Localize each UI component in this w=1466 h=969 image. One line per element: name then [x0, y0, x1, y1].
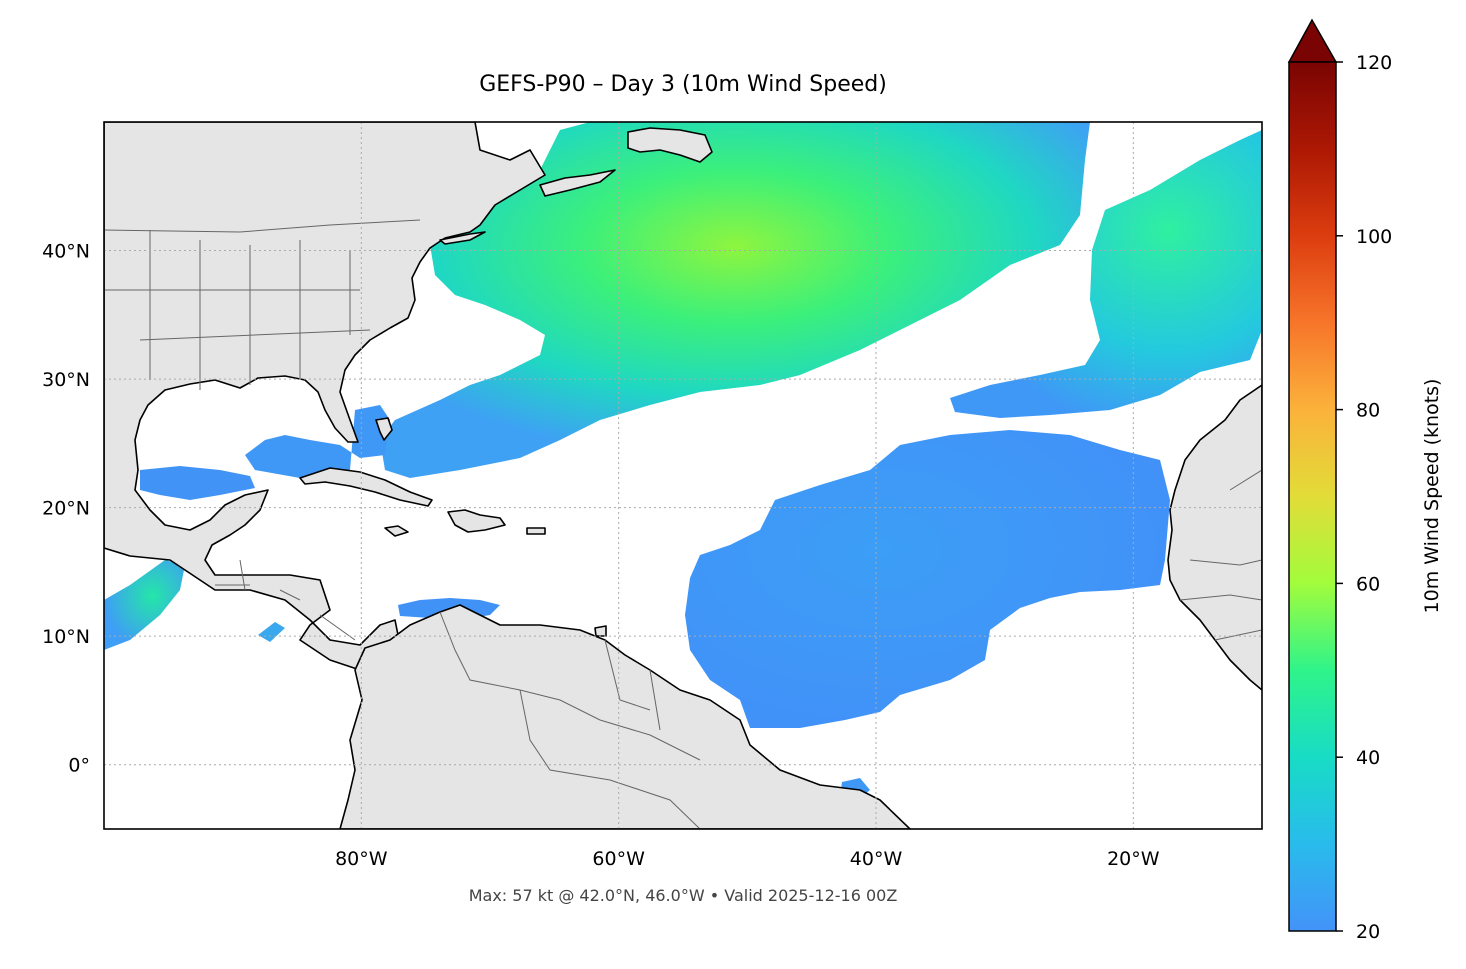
lat-tick-label: 20°N — [42, 498, 90, 520]
map-title: GEFS-P90 – Day 3 (10m Wind Speed) — [479, 72, 887, 97]
lat-tick-label: 0° — [68, 755, 90, 777]
africa — [1167, 384, 1262, 691]
south-america — [339, 604, 911, 829]
longitude-labels: 80°W 60°W 40°W 20°W — [335, 848, 1160, 870]
lat-tick-label: 10°N — [42, 626, 90, 648]
north-america — [104, 122, 546, 671]
bahamas — [375, 417, 393, 441]
colorbar-tick-label: 60 — [1356, 573, 1380, 595]
latitude-labels: 40°N 30°N 20°N 10°N 0° — [42, 241, 90, 777]
colorbar-tick-label: 120 — [1356, 52, 1392, 74]
lat-tick-label: 30°N — [42, 369, 90, 391]
lon-tick-label: 60°W — [592, 848, 645, 870]
colorbar-tick-label: 40 — [1356, 747, 1380, 769]
colorbar-tick-label: 20 — [1356, 921, 1380, 943]
map-frame — [103, 121, 1263, 830]
hispaniola — [447, 509, 506, 533]
wind-field-caribbean-north — [140, 466, 255, 500]
long-island — [439, 231, 486, 245]
colorbar-tick-label: 80 — [1356, 400, 1380, 422]
nova-scotia — [539, 169, 616, 197]
land-layer — [104, 122, 1262, 829]
trinidad — [594, 625, 607, 637]
colorbar: 20 40 60 80 100 120 10m Wind Speed (knots) — [1287, 18, 1443, 943]
colorbar-tick-label: 100 — [1356, 226, 1392, 248]
colorbar-scale — [1288, 61, 1337, 932]
lon-tick-label: 80°W — [335, 848, 388, 870]
wind-field-gulf-stream-south — [245, 405, 390, 480]
footnote: Max: 57 kt @ 42.0°N, 46.0°W • Valid 2025… — [468, 886, 898, 905]
lat-tick-label: 40°N — [42, 241, 90, 263]
gridlines — [104, 122, 1262, 829]
lon-tick-label: 20°W — [1107, 848, 1160, 870]
cuba — [299, 467, 433, 507]
colorbar-extend-arrow — [1287, 18, 1338, 63]
newfoundland — [627, 127, 713, 163]
lon-tick-label: 40°W — [850, 848, 903, 870]
wind-field-north-atlantic — [380, 122, 1090, 478]
wind-field-trade-winds — [685, 430, 1170, 728]
wind-speed-layer — [104, 122, 1262, 800]
wind-field-pacific-small — [258, 622, 285, 642]
wind-field-pacific — [104, 560, 185, 650]
wind-field-eastern-atlantic — [950, 130, 1262, 418]
borders-layer — [104, 219, 1262, 829]
jamaica — [384, 525, 409, 537]
puerto-rico — [526, 527, 546, 535]
colorbar-ticks: 20 40 60 80 100 120 — [1336, 52, 1392, 943]
colorbar-label: 10m Wind Speed (knots) — [1421, 379, 1443, 614]
